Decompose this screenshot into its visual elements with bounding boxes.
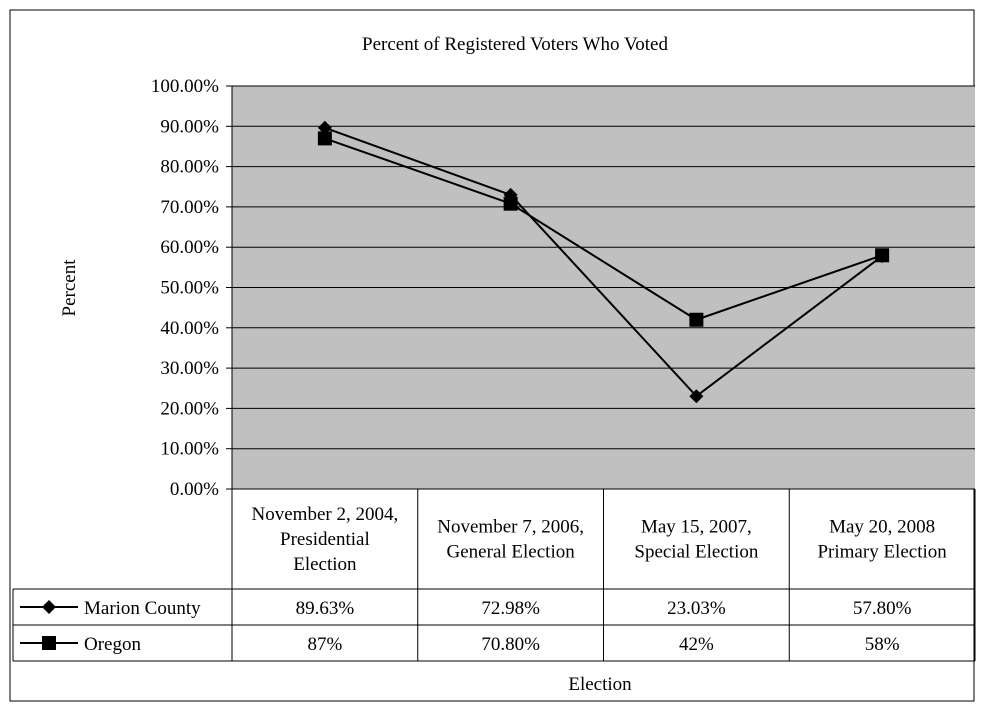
- y-tick-label: 70.00%: [160, 197, 219, 218]
- data-table: November 2, 2004, Presidential Election Nov…: [12, 488, 976, 662]
- x-tick-label: November 2, 2004, Presidential Election: [252, 504, 399, 575]
- y-tick-label: 20.00%: [160, 398, 219, 419]
- series-line: [324, 137, 883, 321]
- data-label: 57.80%: [853, 598, 912, 619]
- square-marker: [42, 636, 56, 650]
- square-marker: [503, 196, 518, 211]
- series-line: [324, 126, 883, 398]
- y-tick-label: 40.00%: [160, 318, 219, 339]
- square-marker: [689, 312, 704, 327]
- y-tick-label: 10.00%: [160, 439, 219, 460]
- y-tick-label: 50.00%: [160, 278, 219, 299]
- x-tick-label: May 20, 2008 Primary Election: [817, 517, 947, 563]
- y-tick-label: 80.00%: [160, 157, 219, 178]
- data-label: 89.63%: [296, 598, 355, 619]
- diamond-marker: [42, 600, 56, 614]
- data-label: 70.80%: [481, 634, 540, 655]
- x-axis-label: Election: [568, 674, 632, 695]
- data-label: 23.03%: [667, 598, 726, 619]
- grid: [232, 85, 975, 450]
- data-label: 42%: [679, 634, 714, 655]
- data-label: 58%: [865, 634, 900, 655]
- data-label: 87%: [307, 634, 342, 655]
- data-label: 72.98%: [481, 598, 540, 619]
- chart-title: Percent of Registered Voters Who Voted: [362, 34, 668, 55]
- y-axis: 0.00% 10.00% 20.00% 30.00% 40.00% 50.00% 60.00…: [151, 76, 233, 500]
- x-tick-label: May 15, 2007, Special Election: [634, 517, 758, 563]
- legend-label: Marion County: [84, 598, 201, 619]
- legend-label: Oregon: [84, 634, 141, 655]
- y-tick-label: 0.00%: [170, 479, 219, 500]
- y-tick-label: 90.00%: [160, 116, 219, 137]
- series-oregon: [317, 131, 890, 327]
- diamond-marker: [689, 389, 704, 404]
- y-tick-label: 100.00%: [151, 76, 219, 97]
- y-tick-label: 60.00%: [160, 237, 219, 258]
- diamond-marker: [317, 120, 332, 135]
- y-axis-label: Percent: [59, 259, 80, 317]
- y-tick-label: 30.00%: [160, 358, 219, 379]
- series-layer: [317, 120, 890, 404]
- square-marker: [875, 248, 890, 263]
- square-marker: [317, 131, 332, 146]
- x-tick-label: November 7, 2006, General Election: [437, 517, 584, 563]
